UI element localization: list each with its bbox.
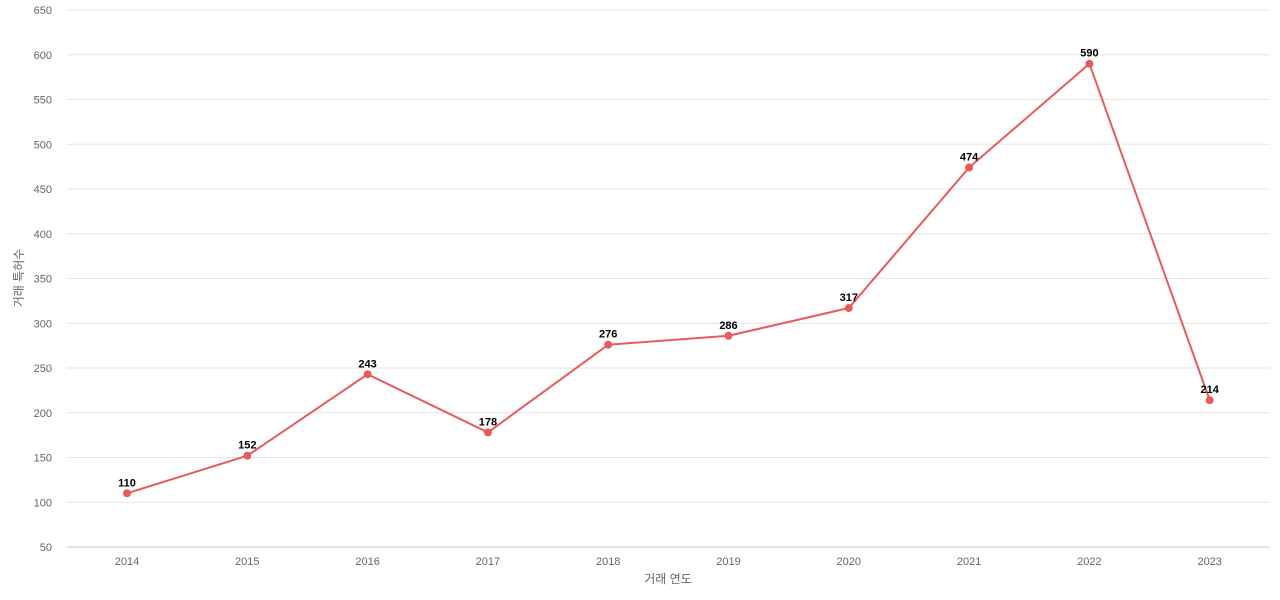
- data-label: 590: [1080, 48, 1098, 60]
- y-axis-ticks: 50 100 150 200 250 300 350 400 450 500 550 600 650: [34, 5, 52, 554]
- series-layer: [123, 59, 1214, 498]
- y-tick-label: 650: [34, 5, 52, 17]
- data-label: 110: [118, 477, 136, 489]
- y-tick-label: 500: [34, 139, 52, 151]
- data-label: 317: [840, 292, 858, 304]
- data-point: [123, 489, 131, 498]
- y-tick-label: 450: [34, 184, 52, 196]
- y-tick-label: 400: [34, 229, 52, 241]
- data-point: [1205, 396, 1214, 405]
- data-point: [724, 331, 733, 340]
- data-label: 214: [1201, 384, 1220, 396]
- data-labels: 110 152 243 178 276 286 317 474 590 214: [118, 48, 1220, 490]
- data-point: [844, 304, 853, 313]
- data-label: 474: [960, 152, 979, 164]
- data-label: 243: [358, 358, 376, 370]
- data-label: 286: [719, 320, 737, 332]
- x-tick-label: 2021: [957, 556, 981, 568]
- data-point: [243, 451, 252, 460]
- x-tick-label: 2017: [476, 556, 500, 568]
- y-tick-label: 350: [34, 274, 52, 286]
- y-tick-label: 550: [34, 95, 52, 107]
- x-tick-label: 2015: [235, 556, 259, 568]
- y-tick-label: 100: [34, 497, 52, 509]
- x-tick-label: 2023: [1197, 556, 1221, 568]
- data-point: [363, 370, 372, 379]
- y-tick-label: 200: [34, 408, 52, 420]
- data-label: 276: [599, 329, 617, 341]
- data-point: [965, 163, 974, 172]
- series-line: [126, 62, 1211, 495]
- data-point: [604, 340, 613, 349]
- data-point: [483, 428, 492, 437]
- y-tick-label: 150: [34, 453, 52, 465]
- grid-layer: [67, 9, 1270, 548]
- x-tick-label: 2014: [115, 556, 139, 568]
- data-label: 152: [238, 440, 256, 452]
- x-axis-title: 거래 연도: [644, 572, 692, 586]
- y-axis-title: 거래 특허수: [12, 249, 26, 308]
- y-tick-label: 600: [34, 50, 52, 62]
- x-axis-ticks: 2014 2015 2016 2017 2018 2019 2020 2021 2022 2023: [115, 556, 1222, 568]
- y-tick-label: 250: [34, 363, 52, 375]
- data-point: [1085, 59, 1094, 68]
- x-tick-label: 2022: [1077, 556, 1101, 568]
- y-tick-label: 50: [40, 542, 52, 554]
- x-tick-label: 2018: [596, 556, 620, 568]
- x-tick-label: 2020: [837, 556, 861, 568]
- y-tick-label: 300: [34, 318, 52, 330]
- data-label: 178: [479, 416, 497, 428]
- x-tick-label: 2019: [716, 556, 740, 568]
- x-tick-label: 2016: [355, 556, 379, 568]
